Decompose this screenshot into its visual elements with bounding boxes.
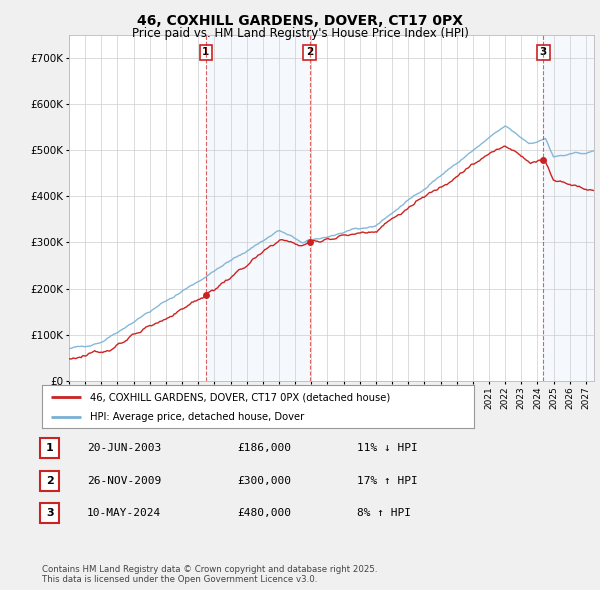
Text: 2: 2 (306, 47, 313, 57)
Text: Contains HM Land Registry data © Crown copyright and database right 2025.
This d: Contains HM Land Registry data © Crown c… (42, 565, 377, 584)
Text: 3: 3 (46, 509, 53, 518)
Text: 2: 2 (46, 476, 53, 486)
Text: 8% ↑ HPI: 8% ↑ HPI (357, 509, 411, 518)
Text: 26-NOV-2009: 26-NOV-2009 (87, 476, 161, 486)
Text: 20-JUN-2003: 20-JUN-2003 (87, 444, 161, 453)
Bar (543, 35, 594, 381)
Text: 46, COXHILL GARDENS, DOVER, CT17 0PX: 46, COXHILL GARDENS, DOVER, CT17 0PX (137, 14, 463, 28)
Bar (206, 35, 310, 381)
Text: 10-MAY-2024: 10-MAY-2024 (87, 509, 161, 518)
Text: 17% ↑ HPI: 17% ↑ HPI (357, 476, 418, 486)
Text: 46, COXHILL GARDENS, DOVER, CT17 0PX (detached house): 46, COXHILL GARDENS, DOVER, CT17 0PX (de… (89, 392, 390, 402)
Text: Price paid vs. HM Land Registry's House Price Index (HPI): Price paid vs. HM Land Registry's House … (131, 27, 469, 40)
Text: 1: 1 (46, 444, 53, 453)
Text: 1: 1 (202, 47, 209, 57)
Text: £186,000: £186,000 (237, 444, 291, 453)
Text: 11% ↓ HPI: 11% ↓ HPI (357, 444, 418, 453)
Text: HPI: Average price, detached house, Dover: HPI: Average price, detached house, Dove… (89, 412, 304, 422)
Text: £300,000: £300,000 (237, 476, 291, 486)
Text: £480,000: £480,000 (237, 509, 291, 518)
Text: 3: 3 (539, 47, 547, 57)
